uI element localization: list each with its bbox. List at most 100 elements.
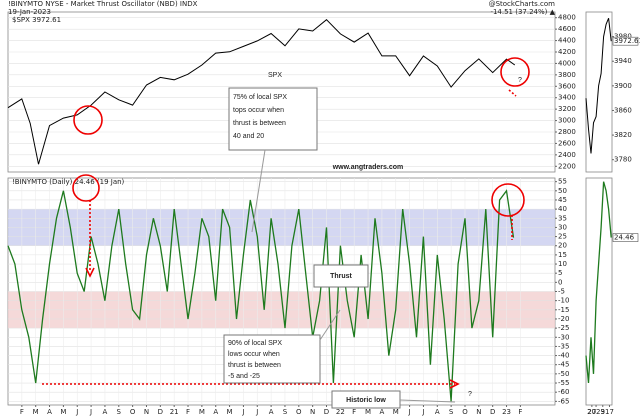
series-line xyxy=(7,19,516,165)
last-value-label: 24.46 xyxy=(614,234,635,242)
y-tick-label: -20 xyxy=(558,315,569,323)
y-tick-label: 15 xyxy=(558,251,567,259)
x-tick-label: O xyxy=(130,408,136,416)
panel xyxy=(585,11,613,173)
y-tick-label: -30 xyxy=(558,333,569,341)
data-layer: 2200 2400 2600 2800 3000 3200 3400 3600 3800 4000… xyxy=(7,11,640,416)
y-tick-label: 4200 xyxy=(558,48,576,56)
annotation: SPX xyxy=(268,72,282,79)
callouts xyxy=(223,87,456,409)
highlights xyxy=(42,57,530,389)
legend-label: $SPX 3972.61 xyxy=(12,16,61,24)
x-tick-label: J xyxy=(89,408,92,416)
x-tick-label: A xyxy=(435,408,440,416)
y-tick-label: -15 xyxy=(558,306,569,314)
y-tick-label: 3860 xyxy=(614,106,632,114)
y-tick-label: 50 xyxy=(558,187,567,195)
x-tick-label: J xyxy=(255,408,258,416)
panel xyxy=(585,177,613,406)
annotation: tops occur when xyxy=(233,107,284,114)
change: -14.51 (37.24%) ▲ xyxy=(490,8,555,16)
y-tick-label: -55 xyxy=(558,379,569,387)
last-badge xyxy=(612,233,639,242)
callout-line xyxy=(251,149,266,233)
x-tick-label: M xyxy=(60,408,66,416)
y-tick-label: 10 xyxy=(558,260,567,268)
x-tick-label: 2023 xyxy=(587,408,605,416)
x-tick-label: M xyxy=(33,408,39,416)
series-line xyxy=(585,181,612,384)
source: @StockCharts.com xyxy=(489,0,556,8)
x-tick-label: N xyxy=(144,408,149,416)
x-tick-label: A xyxy=(269,408,274,416)
annotation: thrust is between xyxy=(233,120,286,127)
annotation: 40 and 20 xyxy=(233,133,264,140)
chart-date: 19-Jan-2023 xyxy=(8,8,51,16)
y-tick-label: 35 xyxy=(558,214,567,222)
y-tick-label: 30 xyxy=(558,223,567,231)
x-tick-label: F xyxy=(186,408,190,416)
arrowhead xyxy=(449,379,460,389)
x-tick-label: F xyxy=(352,408,356,416)
circle xyxy=(73,105,103,135)
callout-box xyxy=(331,390,401,409)
y-tick-label: 2600 xyxy=(558,139,576,147)
arrowhead xyxy=(85,267,95,278)
y-tick-label: 2400 xyxy=(558,151,576,159)
y-tick-label: 40 xyxy=(558,205,567,213)
y-tick-label: -25 xyxy=(558,324,569,332)
annotation: 90% of local SPX xyxy=(228,340,282,347)
y-tick-label: 25 xyxy=(558,233,567,241)
y-tick-label: 3780 xyxy=(614,156,632,164)
y-tick-label: 5 xyxy=(558,269,562,277)
y-tick-label: 3000 xyxy=(558,117,576,125)
y-tick-label: 2200 xyxy=(558,162,576,170)
x-tick-label: J xyxy=(75,408,78,416)
x-tick-label: S xyxy=(283,408,288,416)
series-line xyxy=(585,18,612,154)
x-tick-label: J xyxy=(408,408,411,416)
y-tick-label: 55 xyxy=(558,178,567,186)
x-tick-label: N xyxy=(476,408,481,416)
callout-box xyxy=(228,87,318,151)
x-tick-label: S xyxy=(449,408,454,416)
annotation: Historic low xyxy=(346,397,386,404)
x-tick-label: D xyxy=(490,408,495,416)
callout-box xyxy=(223,334,321,384)
y-tick-label: 3200 xyxy=(558,105,576,113)
callout-line xyxy=(399,399,456,403)
x-tick-label: M xyxy=(199,408,205,416)
annotation: ? xyxy=(468,391,472,398)
y-tick-label: 3900 xyxy=(614,82,632,90)
y-tick-label: -40 xyxy=(558,352,569,360)
y-tick-label: 0 xyxy=(558,278,562,286)
annotation: lows occur when xyxy=(228,351,280,358)
x-tick-label: D xyxy=(324,408,329,416)
legend-label: !BINYMTO (Daily) 24.46 (19 Jan) xyxy=(12,178,125,186)
annotation: Thrust xyxy=(330,273,352,280)
y-tick-label: 3940 xyxy=(614,57,632,65)
annotation: thrust is between xyxy=(228,362,281,369)
x-tick-label: F xyxy=(20,408,24,416)
x-tick-label: 27 xyxy=(587,408,596,416)
x-tick-label: M xyxy=(393,408,399,416)
x-tick-label: D xyxy=(158,408,163,416)
annotation: www.angtraders.com xyxy=(332,164,404,171)
y-tick-label: -65 xyxy=(558,397,569,405)
x-tick-label: 21 xyxy=(170,408,179,416)
x-tick-label: O xyxy=(296,408,302,416)
y-tick-label: 4000 xyxy=(558,59,576,67)
x-tick-label: A xyxy=(47,408,52,416)
y-tick-label: 4800 xyxy=(558,14,576,22)
y-tick-label: -50 xyxy=(558,370,569,378)
x-tick-label: A xyxy=(213,408,218,416)
annotation: 75% of local SPX xyxy=(233,94,287,101)
x-tick-label: A xyxy=(380,408,385,416)
y-tick-label: 3980 xyxy=(614,33,632,41)
callout-line xyxy=(319,309,341,341)
x-tick-label: 22 xyxy=(336,408,345,416)
x-tick-label: 9 xyxy=(601,408,605,416)
annotation: -5 and -25 xyxy=(228,373,260,380)
y-tick-label: -10 xyxy=(558,297,569,305)
